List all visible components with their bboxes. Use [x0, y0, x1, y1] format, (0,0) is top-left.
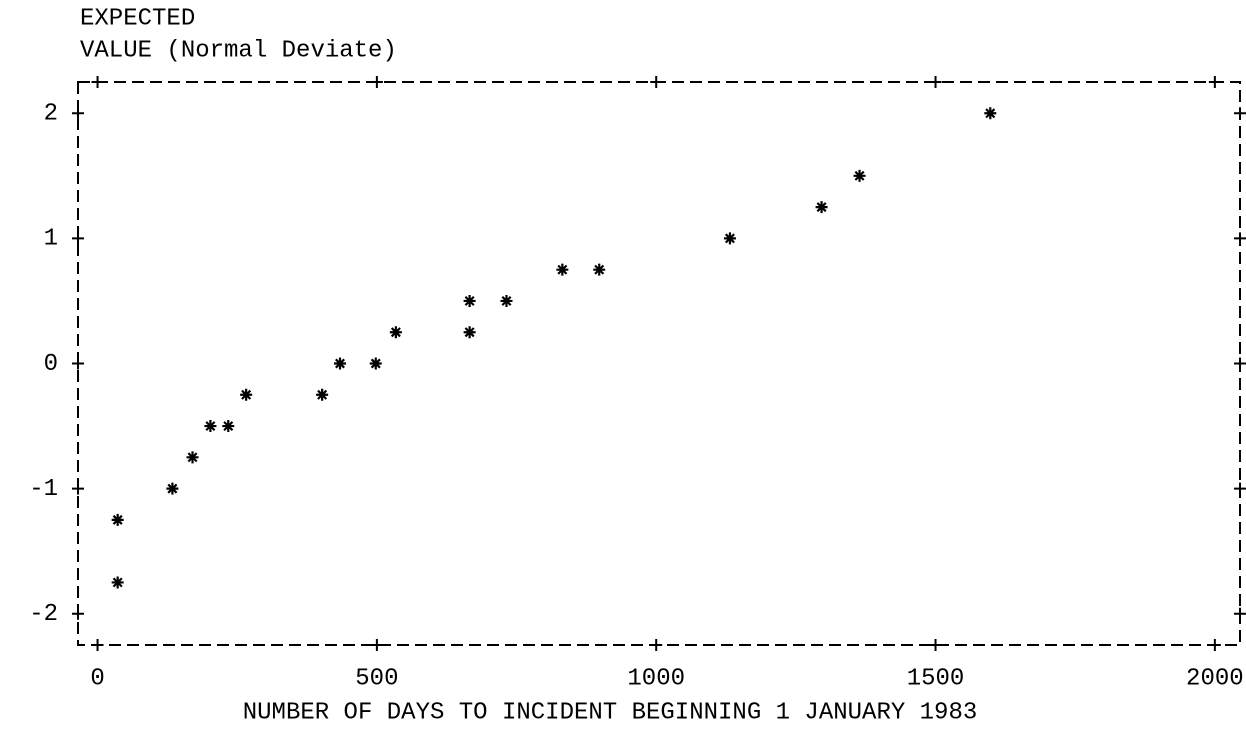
point — [500, 294, 513, 307]
x-tick — [929, 639, 942, 651]
point — [984, 107, 997, 120]
x-tick-label: 1500 — [907, 665, 965, 692]
y-tick — [1234, 232, 1246, 245]
y-tick — [72, 607, 84, 620]
point — [723, 232, 736, 245]
x-axis-label: NUMBER OF DAYS TO INCIDENT BEGINNING 1 J… — [243, 699, 978, 726]
x-tick-label: 500 — [355, 665, 398, 692]
x-tick-label: 1000 — [627, 665, 685, 692]
plot-frame — [77, 81, 1241, 646]
y-tick — [72, 107, 84, 120]
point — [186, 451, 199, 464]
point — [166, 482, 179, 495]
point — [316, 388, 329, 401]
x-tick — [91, 76, 104, 88]
point — [853, 169, 866, 182]
x-tick — [370, 639, 383, 651]
point — [204, 420, 217, 433]
y-tick — [1234, 607, 1246, 620]
y-tick-label: 2 — [44, 101, 58, 128]
y-axis-label: VALUE (Normal Deviate) — [80, 37, 397, 64]
x-tick — [370, 76, 383, 88]
y-tick — [72, 482, 84, 495]
x-tick — [929, 76, 942, 88]
x-tick — [1208, 639, 1221, 651]
y-axis-label: EXPECTED — [80, 5, 195, 32]
y-tick — [72, 357, 84, 370]
y-tick-label: -1 — [29, 476, 58, 503]
point — [593, 263, 606, 276]
y-tick — [72, 232, 84, 245]
x-tick — [1208, 76, 1221, 88]
x-tick — [650, 639, 663, 651]
y-tick — [1234, 107, 1246, 120]
point — [556, 263, 569, 276]
y-tick-label: -2 — [29, 601, 58, 628]
point — [815, 201, 828, 214]
point — [463, 326, 476, 339]
y-tick — [1234, 482, 1246, 495]
point — [389, 326, 402, 339]
x-tick-label: 2000 — [1186, 665, 1244, 692]
y-tick-label: 0 — [44, 351, 58, 378]
point — [334, 357, 347, 370]
point — [222, 420, 235, 433]
point — [369, 357, 382, 370]
x-tick — [650, 76, 663, 88]
point — [463, 294, 476, 307]
point — [111, 576, 124, 589]
y-tick-label: 1 — [44, 226, 58, 253]
x-tick — [91, 639, 104, 651]
x-tick-label: 0 — [90, 665, 104, 692]
point — [111, 513, 124, 526]
y-tick — [1234, 357, 1246, 370]
point — [240, 388, 253, 401]
